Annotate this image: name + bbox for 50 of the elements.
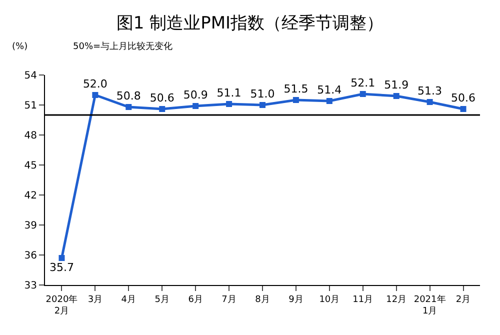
x-tick-label: 2月 xyxy=(456,294,471,305)
y-tick-label: 39 xyxy=(24,220,37,232)
data-label: 51.4 xyxy=(317,84,342,96)
point xyxy=(92,92,98,98)
data-label: 50.9 xyxy=(183,88,208,102)
x-tick-label: 2021年 1月 xyxy=(414,294,446,316)
point xyxy=(126,104,132,110)
point xyxy=(360,91,366,97)
data-label: 52.0 xyxy=(82,78,108,90)
x-tick-label: 9月 xyxy=(288,294,304,305)
y-tick-label: 45 xyxy=(24,160,37,172)
y-tick-label: 36 xyxy=(24,250,37,262)
point xyxy=(460,106,466,112)
point xyxy=(58,255,65,261)
x-tick-label: 5月 xyxy=(154,294,170,305)
point xyxy=(292,97,299,103)
y-tick-label: 54 xyxy=(24,70,37,82)
x-tick-label: 8月 xyxy=(255,294,270,305)
x-tick-label: 12月 xyxy=(386,294,407,305)
point xyxy=(393,93,400,99)
point xyxy=(326,98,332,104)
data-label: 52.1 xyxy=(350,76,376,90)
data-label: 51.0 xyxy=(250,88,275,100)
data-label: 50.8 xyxy=(116,90,141,102)
data-label: 51.3 xyxy=(418,84,442,98)
y-tick-label: 42 xyxy=(24,190,37,202)
chart-title: 图1 制造业PMI指数（经季节调整） xyxy=(116,14,384,34)
x-tick-label: 6月 xyxy=(188,294,203,305)
point xyxy=(260,102,266,108)
data-label: 50.6 xyxy=(150,92,174,104)
data-label: 51.5 xyxy=(284,82,308,96)
x-tick-label: 2020年 2月 xyxy=(46,294,78,316)
y-tick-label: 33 xyxy=(24,280,37,292)
y-tick-label: 48 xyxy=(24,130,37,142)
x-tick-label: 10月 xyxy=(319,294,340,305)
point xyxy=(226,101,232,107)
data-label: 50.6 xyxy=(451,92,476,104)
data-label: 35.7 xyxy=(49,261,74,274)
point xyxy=(159,106,166,112)
data-label: 51.1 xyxy=(216,86,242,100)
y-tick-label: 51 xyxy=(24,100,37,112)
text: 50%=与上月比较无变化 xyxy=(73,41,173,52)
point xyxy=(426,99,433,105)
data-label: 51.9 xyxy=(384,78,409,92)
x-tick-label: 4月 xyxy=(121,294,136,305)
x-tick-label: 7月 xyxy=(222,294,236,305)
x-tick-label: 11月 xyxy=(352,294,374,305)
point xyxy=(192,103,199,109)
x-tick-label: 3月 xyxy=(88,294,103,305)
text: (%) xyxy=(12,42,28,52)
